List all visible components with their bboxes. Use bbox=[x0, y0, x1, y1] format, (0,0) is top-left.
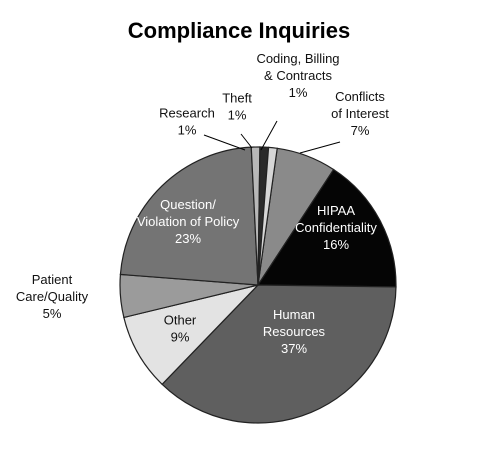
slice-label: Patient Care/Quality 5% bbox=[16, 272, 89, 321]
leader-line bbox=[260, 120, 278, 151]
slice-label: HIPAA Confidentiality 16% bbox=[295, 203, 377, 252]
chart-title: Compliance Inquiries bbox=[127, 18, 351, 43]
slice-label: Conflicts of Interest 7% bbox=[331, 89, 389, 138]
slice-value-label: 7% bbox=[351, 123, 370, 138]
slice-label: Research 1% bbox=[159, 106, 215, 138]
slice-name-label: Question/ bbox=[160, 197, 216, 212]
slice-name-label: Other bbox=[164, 313, 197, 328]
slice-value-label: 9% bbox=[171, 330, 190, 345]
slice-name-label: Patient bbox=[32, 272, 73, 287]
slice-name-label: HIPAA bbox=[317, 203, 355, 218]
slice-name-label: Confidentiality bbox=[295, 220, 377, 235]
pie-slice bbox=[256, 168, 397, 288]
slice-name-label: Violation of Policy bbox=[137, 214, 240, 229]
slice-name-label: Conflicts bbox=[335, 89, 385, 104]
slice-name-label: of Interest bbox=[331, 106, 389, 121]
slice-value-label: 5% bbox=[43, 306, 62, 321]
slice-label: Human Resources 37% bbox=[263, 307, 326, 356]
pie-slice bbox=[257, 146, 278, 286]
pie-slice bbox=[161, 284, 397, 424]
slice-name-label: Care/Quality bbox=[16, 289, 89, 304]
slice-value-label: 37% bbox=[281, 341, 307, 356]
slice-value-label: 1% bbox=[228, 108, 247, 123]
slice-value-label: 16% bbox=[323, 237, 349, 252]
slice-name-label: & Contracts bbox=[264, 68, 332, 83]
slice-label: Question/Violation of Policy 23% bbox=[137, 197, 240, 246]
leader-line bbox=[203, 134, 246, 151]
slice-name-label: Theft bbox=[222, 91, 252, 106]
leader-line bbox=[240, 133, 253, 149]
slice-label: Theft 1% bbox=[222, 91, 252, 123]
slice-value-label: 23% bbox=[175, 231, 201, 246]
slice-name-label: Human bbox=[273, 307, 315, 322]
slice-name-label: Coding, Billing bbox=[256, 51, 339, 66]
slice-label: Coding, Billing & Contracts 1% bbox=[256, 51, 339, 100]
pie-slice bbox=[119, 146, 259, 286]
slice-value-label: 1% bbox=[289, 85, 308, 100]
slice-name-label: Research bbox=[159, 106, 215, 121]
leader-line bbox=[299, 141, 341, 154]
slice-label: Other 9% bbox=[164, 313, 197, 345]
slice-value-label: 1% bbox=[178, 123, 197, 138]
slice-name-label: Resources bbox=[263, 324, 326, 339]
